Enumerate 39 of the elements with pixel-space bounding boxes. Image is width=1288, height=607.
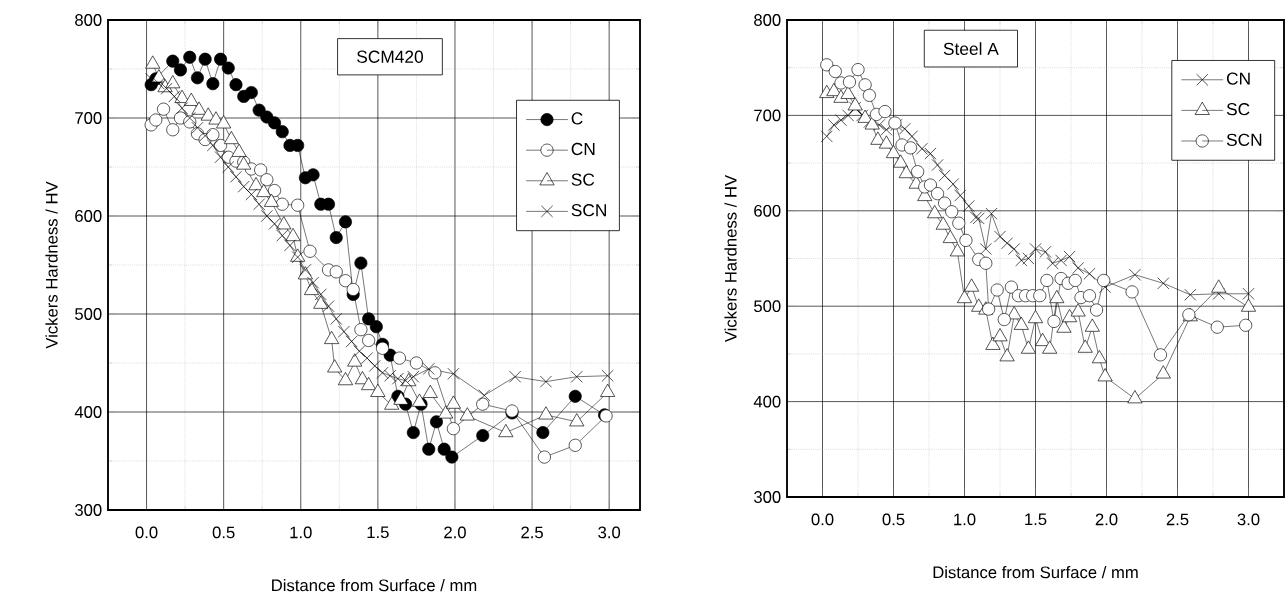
y-axis-title: Vickers Hardness / HV bbox=[724, 174, 737, 343]
x-tick-label: 3.0 bbox=[1237, 513, 1260, 526]
legend-label: CN bbox=[1226, 72, 1250, 85]
x-tick-label: 2.0 bbox=[1095, 513, 1118, 526]
x-tick-label: 2.5 bbox=[1166, 513, 1189, 526]
x-tick-label: 2.5 bbox=[521, 526, 543, 539]
y-tick-label: 300 bbox=[754, 491, 781, 503]
y-tick-label: 400 bbox=[74, 406, 102, 418]
y-tick-label: 700 bbox=[754, 109, 781, 122]
x-axis-title: Distance from Surface / mm bbox=[933, 565, 1138, 579]
y-tick-label: 500 bbox=[75, 308, 102, 320]
x-tick-label: 1.0 bbox=[290, 526, 312, 539]
y-tick-label: 800 bbox=[754, 14, 781, 26]
text: Steel A bbox=[943, 42, 999, 55]
y-tick-label: 800 bbox=[75, 14, 102, 26]
y-tick-label: 600 bbox=[75, 210, 102, 222]
y-tick-label: 300 bbox=[75, 504, 102, 516]
x-tick-label: 1.5 bbox=[1025, 513, 1047, 526]
y-axis-title: Vickers Hardness / HV bbox=[45, 181, 58, 349]
x-tick-label: 1.0 bbox=[954, 513, 976, 526]
legend-label: SC bbox=[1226, 103, 1250, 116]
y-tick-label: 500 bbox=[754, 300, 781, 313]
text: SCM420 bbox=[357, 50, 424, 63]
x-tick-label: 0.5 bbox=[882, 513, 905, 526]
x-axis-title: Distance from Surface / mm bbox=[272, 578, 477, 592]
legend-label: SCN bbox=[1226, 133, 1262, 146]
x-tick-label: 1.5 bbox=[367, 526, 389, 539]
x-tick-label: 2.0 bbox=[444, 526, 466, 539]
legend-label: SC bbox=[571, 173, 595, 186]
y-tick-label: 600 bbox=[754, 204, 781, 217]
x-tick-label: 3.0 bbox=[598, 526, 621, 539]
legend-label: CN bbox=[571, 142, 595, 156]
x-tick-label: 0.5 bbox=[212, 526, 235, 539]
legend-label: SCN bbox=[571, 204, 606, 217]
y-tick-label: 700 bbox=[75, 112, 102, 124]
x-tick-label: 0.0 bbox=[811, 513, 834, 526]
legend-label: C bbox=[571, 112, 583, 125]
x-tick-label: 0.0 bbox=[135, 526, 158, 539]
y-tick-label: 400 bbox=[753, 395, 781, 408]
